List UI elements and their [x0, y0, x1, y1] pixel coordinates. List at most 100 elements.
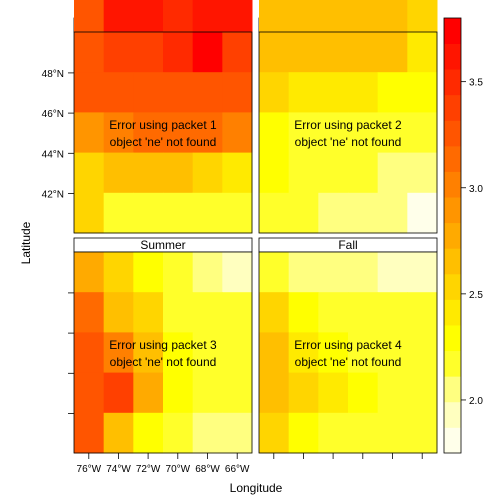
heatmap-cell [74, 412, 105, 454]
heatmap-cell [288, 372, 319, 414]
heatmap-cell [163, 252, 194, 293]
heatmap-cell [133, 292, 164, 333]
heatmap-cell [259, 372, 290, 414]
colorbar-swatch [444, 401, 461, 428]
heatmap-cell [222, 332, 253, 374]
heatmap-cell [318, 152, 349, 194]
x-tick-label: 72°W [136, 464, 161, 475]
heatmap-cell [259, 192, 290, 234]
heatmap-cell [259, 0, 290, 33]
x-tick-label: 68°W [195, 464, 220, 475]
heatmap-cell [407, 112, 438, 154]
panel-title: Fall [338, 238, 357, 252]
panel-border [73, 251, 253, 454]
heatmap-cell [74, 72, 105, 113]
colorbar-swatch [444, 222, 461, 249]
heatmap-cell [348, 332, 379, 374]
heatmap-cell [318, 0, 349, 33]
x-tick-label: 74°W [106, 464, 131, 475]
colorbar-border [443, 17, 462, 454]
heatmap-cell [377, 292, 408, 333]
heatmap-cell [103, 72, 134, 113]
colorbar-swatch [444, 69, 461, 96]
heatmap-cell [103, 252, 134, 293]
heatmap-cell [103, 192, 134, 234]
heatmap-cell [407, 332, 438, 374]
panel-title: Summer [140, 238, 185, 252]
heatmap-cell [288, 112, 319, 154]
heatmap-cell [222, 72, 253, 113]
heatmap-cell [222, 0, 253, 33]
heatmap-cell [192, 252, 223, 293]
error-message-line: Error using packet 3 [109, 338, 217, 352]
error-message-line: Error using packet 1 [109, 118, 217, 132]
heatmap-cell [348, 192, 379, 234]
colorbar-swatch [444, 248, 461, 275]
panel-border [73, 31, 253, 234]
heatmap-cell [222, 372, 253, 414]
heatmap-cell [407, 412, 438, 454]
heatmap-cell [348, 32, 379, 73]
heatmap-cell [288, 152, 319, 194]
heatmap-cell [163, 292, 194, 333]
heatmap-cell [163, 412, 194, 454]
heatmap-cell [377, 412, 408, 454]
heatmap-cell [103, 152, 134, 194]
heatmap-cell [133, 372, 164, 414]
colorbar-swatch [444, 94, 461, 121]
colorbar-swatch [444, 197, 461, 224]
heatmap-cell [348, 72, 379, 113]
heatmap-cell [259, 292, 290, 333]
colorbar-tick-label: 2.0 [469, 396, 483, 407]
heatmap-cell [288, 72, 319, 113]
heatmap-cell [288, 332, 319, 374]
heatmap-cell [192, 412, 223, 454]
heatmap-cell [407, 292, 438, 333]
colorbar-swatch [444, 145, 461, 172]
heatmap-cell [222, 152, 253, 194]
heatmap-cell [133, 72, 164, 113]
heatmap-cell [103, 32, 134, 73]
heatmap-cell [288, 192, 319, 234]
heatmap-cell [222, 412, 253, 454]
heatmap-cell [377, 192, 408, 234]
colorbar-swatch [444, 299, 461, 326]
heatmap-cell [222, 192, 253, 234]
heatmap-cell [377, 0, 408, 33]
heatmap-cell [74, 152, 105, 194]
heatmap-cell [192, 152, 223, 194]
heatmap-cell [192, 0, 223, 33]
heatmap-cell [192, 112, 223, 154]
heatmap-cell [222, 292, 253, 333]
heatmap-cell [74, 292, 105, 333]
heatmap-cell [318, 332, 349, 374]
heatmap-cell [163, 0, 194, 33]
heatmap-cell [407, 372, 438, 414]
x-tick-label: 66°W [225, 464, 250, 475]
heatmap-cell [163, 32, 194, 73]
colorbar-tick-label: 2.5 [469, 290, 483, 301]
error-message-line: object 'ne' not found [295, 355, 402, 369]
colorbar-swatch [444, 427, 461, 454]
heatmap-cell [133, 332, 164, 374]
x-axis-title: Longitude [230, 481, 283, 495]
error-message-line: object 'ne' not found [110, 355, 217, 369]
heatmap-cell [74, 372, 105, 414]
x-tick-label: 76°W [77, 464, 102, 475]
heatmap-cell [259, 112, 290, 154]
colorbar-swatch [444, 376, 461, 403]
heatmap-cell [318, 252, 349, 293]
colorbar-swatch [444, 325, 461, 352]
panel-border [258, 251, 438, 454]
heatmap-cell [133, 152, 164, 194]
heatmap-cell [222, 112, 253, 154]
heatmap-cell [259, 32, 290, 73]
heatmap-cell [103, 0, 134, 33]
colorbar-tick-label: 3.5 [469, 78, 483, 89]
heatmap-cell [192, 192, 223, 234]
panel-summer: Summer Error using packet 3 object 'ne' no… [73, 237, 253, 454]
heatmap-cell [288, 0, 319, 33]
error-message-line: Error using packet 4 [294, 338, 402, 352]
heatmap-cell [318, 72, 349, 113]
